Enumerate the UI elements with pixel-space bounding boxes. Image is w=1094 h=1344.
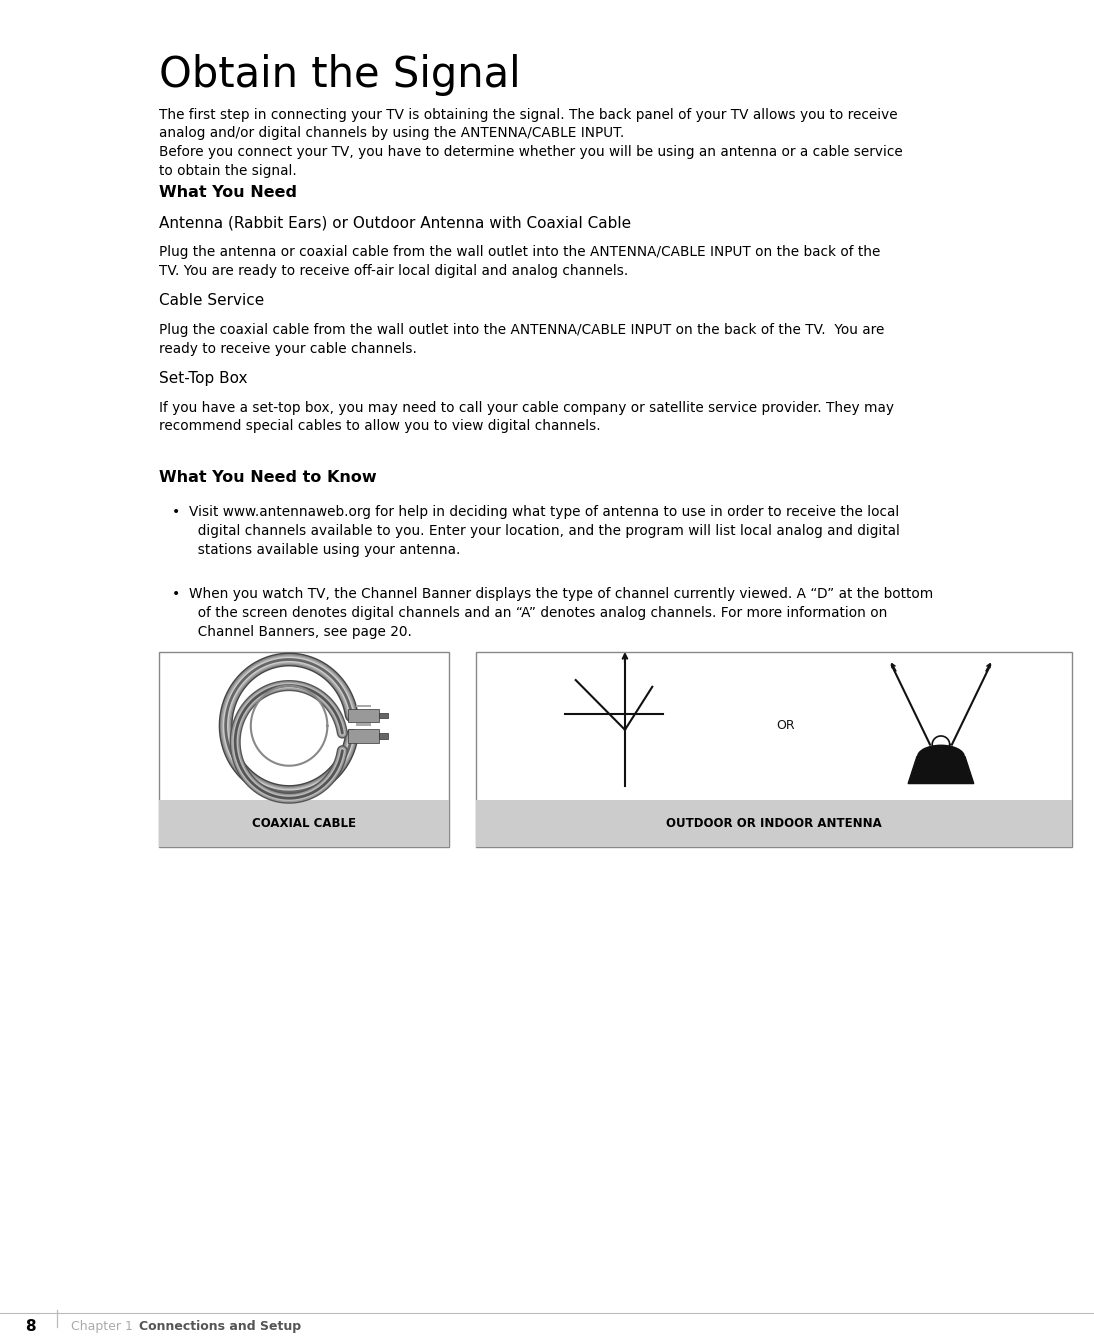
Text: Visit www.antennaweb.org for help in deciding what type of antenna to use in ord: Visit www.antennaweb.org for help in dec… xyxy=(189,505,900,558)
Text: When you watch TV, the Channel Banner displays the type of channel currently vie: When you watch TV, the Channel Banner di… xyxy=(189,587,933,640)
Bar xyxy=(476,652,1072,847)
Text: •: • xyxy=(172,587,181,601)
Text: What You Need to Know: What You Need to Know xyxy=(159,470,376,485)
Text: What You Need: What You Need xyxy=(159,185,296,200)
Text: Plug the antenna or coaxial cable from the wall outlet into the ANTENNA/CABLE IN: Plug the antenna or coaxial cable from t… xyxy=(159,245,880,278)
Text: Plug the coaxial cable from the wall outlet into the ANTENNA/CABLE INPUT on the : Plug the coaxial cable from the wall out… xyxy=(159,323,884,356)
Text: Obtain the Signal: Obtain the Signal xyxy=(159,54,521,95)
Text: OR: OR xyxy=(777,719,795,732)
Bar xyxy=(159,652,449,847)
Text: Antenna (Rabbit Ears) or Outdoor Antenna with Coaxial Cable: Antenna (Rabbit Ears) or Outdoor Antenna… xyxy=(159,215,631,230)
Bar xyxy=(159,800,449,847)
Bar xyxy=(357,723,372,726)
Ellipse shape xyxy=(917,745,965,769)
Text: Connections and Setup: Connections and Setup xyxy=(139,1320,301,1333)
Bar xyxy=(380,712,388,718)
Bar xyxy=(380,734,388,739)
Text: The first step in connecting your TV is obtaining the signal. The back panel of : The first step in connecting your TV is … xyxy=(159,108,903,179)
Text: If you have a set-top box, you may need to call your cable company or satellite : If you have a set-top box, you may need … xyxy=(159,401,894,434)
Text: Set-Top Box: Set-Top Box xyxy=(159,371,247,386)
Text: 8: 8 xyxy=(25,1318,36,1335)
Bar xyxy=(349,730,380,743)
Bar xyxy=(349,708,380,722)
Text: Cable Service: Cable Service xyxy=(159,293,264,308)
Polygon shape xyxy=(908,757,974,784)
Text: COAXIAL CABLE: COAXIAL CABLE xyxy=(252,817,356,829)
Text: Chapter 1: Chapter 1 xyxy=(71,1320,133,1333)
Text: OUTDOOR OR INDOOR ANTENNA: OUTDOOR OR INDOOR ANTENNA xyxy=(666,817,882,829)
Bar xyxy=(357,704,372,707)
Bar xyxy=(476,800,1072,847)
Text: •: • xyxy=(172,505,181,519)
